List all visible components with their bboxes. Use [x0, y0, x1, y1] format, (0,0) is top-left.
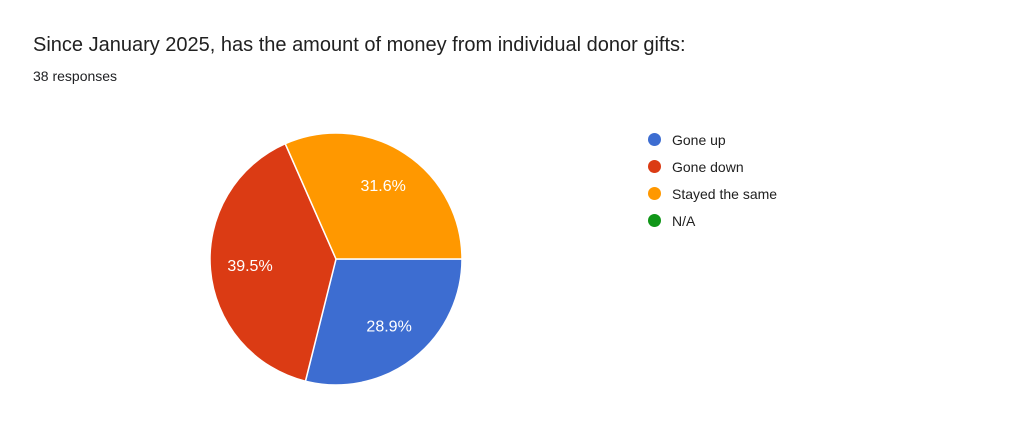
pie-chart: 28.9% 39.5% 31.6%	[209, 132, 463, 386]
pie-slice-label-stayed-the-same: 31.6%	[360, 178, 405, 195]
legend-color-dot-stayed-the-same	[648, 187, 661, 200]
legend-color-dot-gone-down	[648, 160, 661, 173]
pie-slice-gone-up[interactable]	[304, 258, 463, 386]
legend-label-stayed-the-same: Stayed the same	[672, 185, 778, 202]
legend-label-gone-up: Gone up	[672, 131, 726, 148]
legend-item-n-a: N/A	[648, 207, 777, 234]
legend-label-gone-down: Gone down	[672, 158, 744, 175]
pie-slice-label-gone-down: 39.5%	[227, 258, 272, 275]
pie-slice-gone-down[interactable]	[209, 142, 337, 382]
legend-item-gone-down: Gone down	[648, 153, 777, 180]
pie-slice-stayed-the-same[interactable]	[284, 132, 463, 260]
legend-color-dot-gone-up	[648, 133, 661, 146]
question-title: Since January 2025, has the amount of mo…	[33, 34, 686, 56]
response-count: 38 responses	[33, 68, 118, 84]
pie-slice-label-gone-up: 28.9%	[366, 319, 411, 336]
legend-label-n-a: N/A	[672, 212, 696, 229]
legend-item-stayed-the-same: Stayed the same	[648, 180, 777, 207]
legend: Gone up Gone down Stayed the same N/A	[648, 126, 777, 234]
legend-item-gone-up: Gone up	[648, 126, 777, 153]
legend-color-dot-n-a	[648, 214, 661, 227]
